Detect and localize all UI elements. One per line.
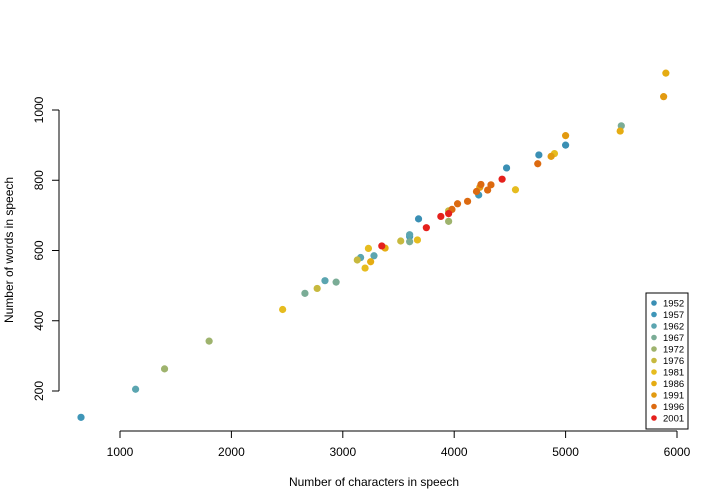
data-point-2001 [437,212,445,221]
legend-marker-1986 [651,380,657,387]
y-tick-label: 800 [32,170,46,190]
data-point-1952 [414,215,423,223]
legend-marker-1976 [651,357,657,364]
data-point-1981 [511,186,520,194]
data-point-1991 [562,132,570,140]
legend-label-2001: 2001 [663,413,684,424]
x-tick-label: 4000 [441,445,468,459]
data-point-1996 [472,187,481,196]
x-axis-label: Number of characters in speech [289,475,459,489]
y-tick-label: 200 [32,381,46,401]
data-point-1962 [321,277,329,285]
data-point-1986 [616,127,624,135]
data-point-1981 [364,244,373,252]
data-point-1962 [370,252,378,260]
data-point-1981 [279,305,287,314]
legend-marker-1991 [651,392,657,398]
y-axis-ticks: 200 400 600 800 1000 [32,96,59,401]
y-tick-label: 400 [32,310,46,330]
x-tick-label: 5000 [552,445,579,459]
data-point-1962 [406,231,414,239]
legend-marker-1972 [651,346,657,352]
y-axis-label: Number of words in speech [2,177,16,323]
legend-label-1957: 1957 [663,310,684,321]
data-point-1957 [77,413,85,421]
data-point-1967 [301,289,309,297]
legend-label-1962: 1962 [663,321,684,332]
data-point-1996 [463,197,472,205]
data-point-1981 [361,264,369,272]
legend-marker-1967 [651,334,657,341]
data-point-1952 [535,151,543,159]
legend-label-1976: 1976 [663,356,684,367]
data-point-1996 [477,180,485,189]
legend-label-1991: 1991 [663,390,684,401]
y-tick-label: 1000 [32,96,46,123]
data-point-1981 [413,236,422,244]
legend-marker-1996 [651,403,657,410]
data-point-2001 [498,175,506,183]
legend-marker-1952 [651,300,657,306]
data-point-1962 [131,385,140,393]
x-axis-ticks: 1000 2000 3000 4000 5000 6000 [107,431,691,459]
legend-label-1981: 1981 [663,367,684,378]
data-point-2001 [378,242,386,250]
data-point-1976 [397,237,405,245]
data-point-2001 [445,210,453,218]
legend-marker-1962 [651,323,657,329]
x-tick-label: 2000 [218,445,245,459]
x-tick-label: 6000 [664,445,691,459]
data-point-1967 [332,278,340,286]
data-point-1967 [406,238,414,246]
data-point-1972 [445,217,453,225]
legend-label-1972: 1972 [663,344,684,355]
data-point-1996 [487,181,495,189]
legend-items: 1952195719621967197219761981198619911996… [651,298,684,424]
data-point-1986 [662,69,670,77]
data-point-1991 [660,93,668,101]
legend-label-1986: 1986 [663,379,684,390]
legend-label-1967: 1967 [663,333,684,344]
legend-label-1952: 1952 [663,298,684,309]
legend: 1952195719621967197219761981198619911996… [645,292,689,430]
data-point-1972 [205,337,213,345]
data-point-1972 [160,365,169,373]
data-point-1986 [367,258,375,266]
x-tick-label: 1000 [107,445,134,459]
data-point-1976 [313,284,321,293]
legend-marker-2001 [651,415,657,421]
legend-label-1996: 1996 [663,402,684,413]
legend-marker-1981 [651,369,657,375]
data-point-2001 [422,224,430,232]
y-tick-label: 600 [32,240,46,260]
data-points [77,69,670,421]
axes [58,110,677,432]
x-tick-label: 3000 [329,445,356,459]
data-point-1991 [547,152,555,160]
data-point-1976 [353,256,361,264]
legend-marker-1957 [651,311,657,318]
data-point-1996 [534,160,542,168]
data-point-1952 [562,141,570,149]
data-point-1996 [484,186,492,194]
data-point-1952 [502,164,511,172]
data-point-1996 [453,200,462,208]
